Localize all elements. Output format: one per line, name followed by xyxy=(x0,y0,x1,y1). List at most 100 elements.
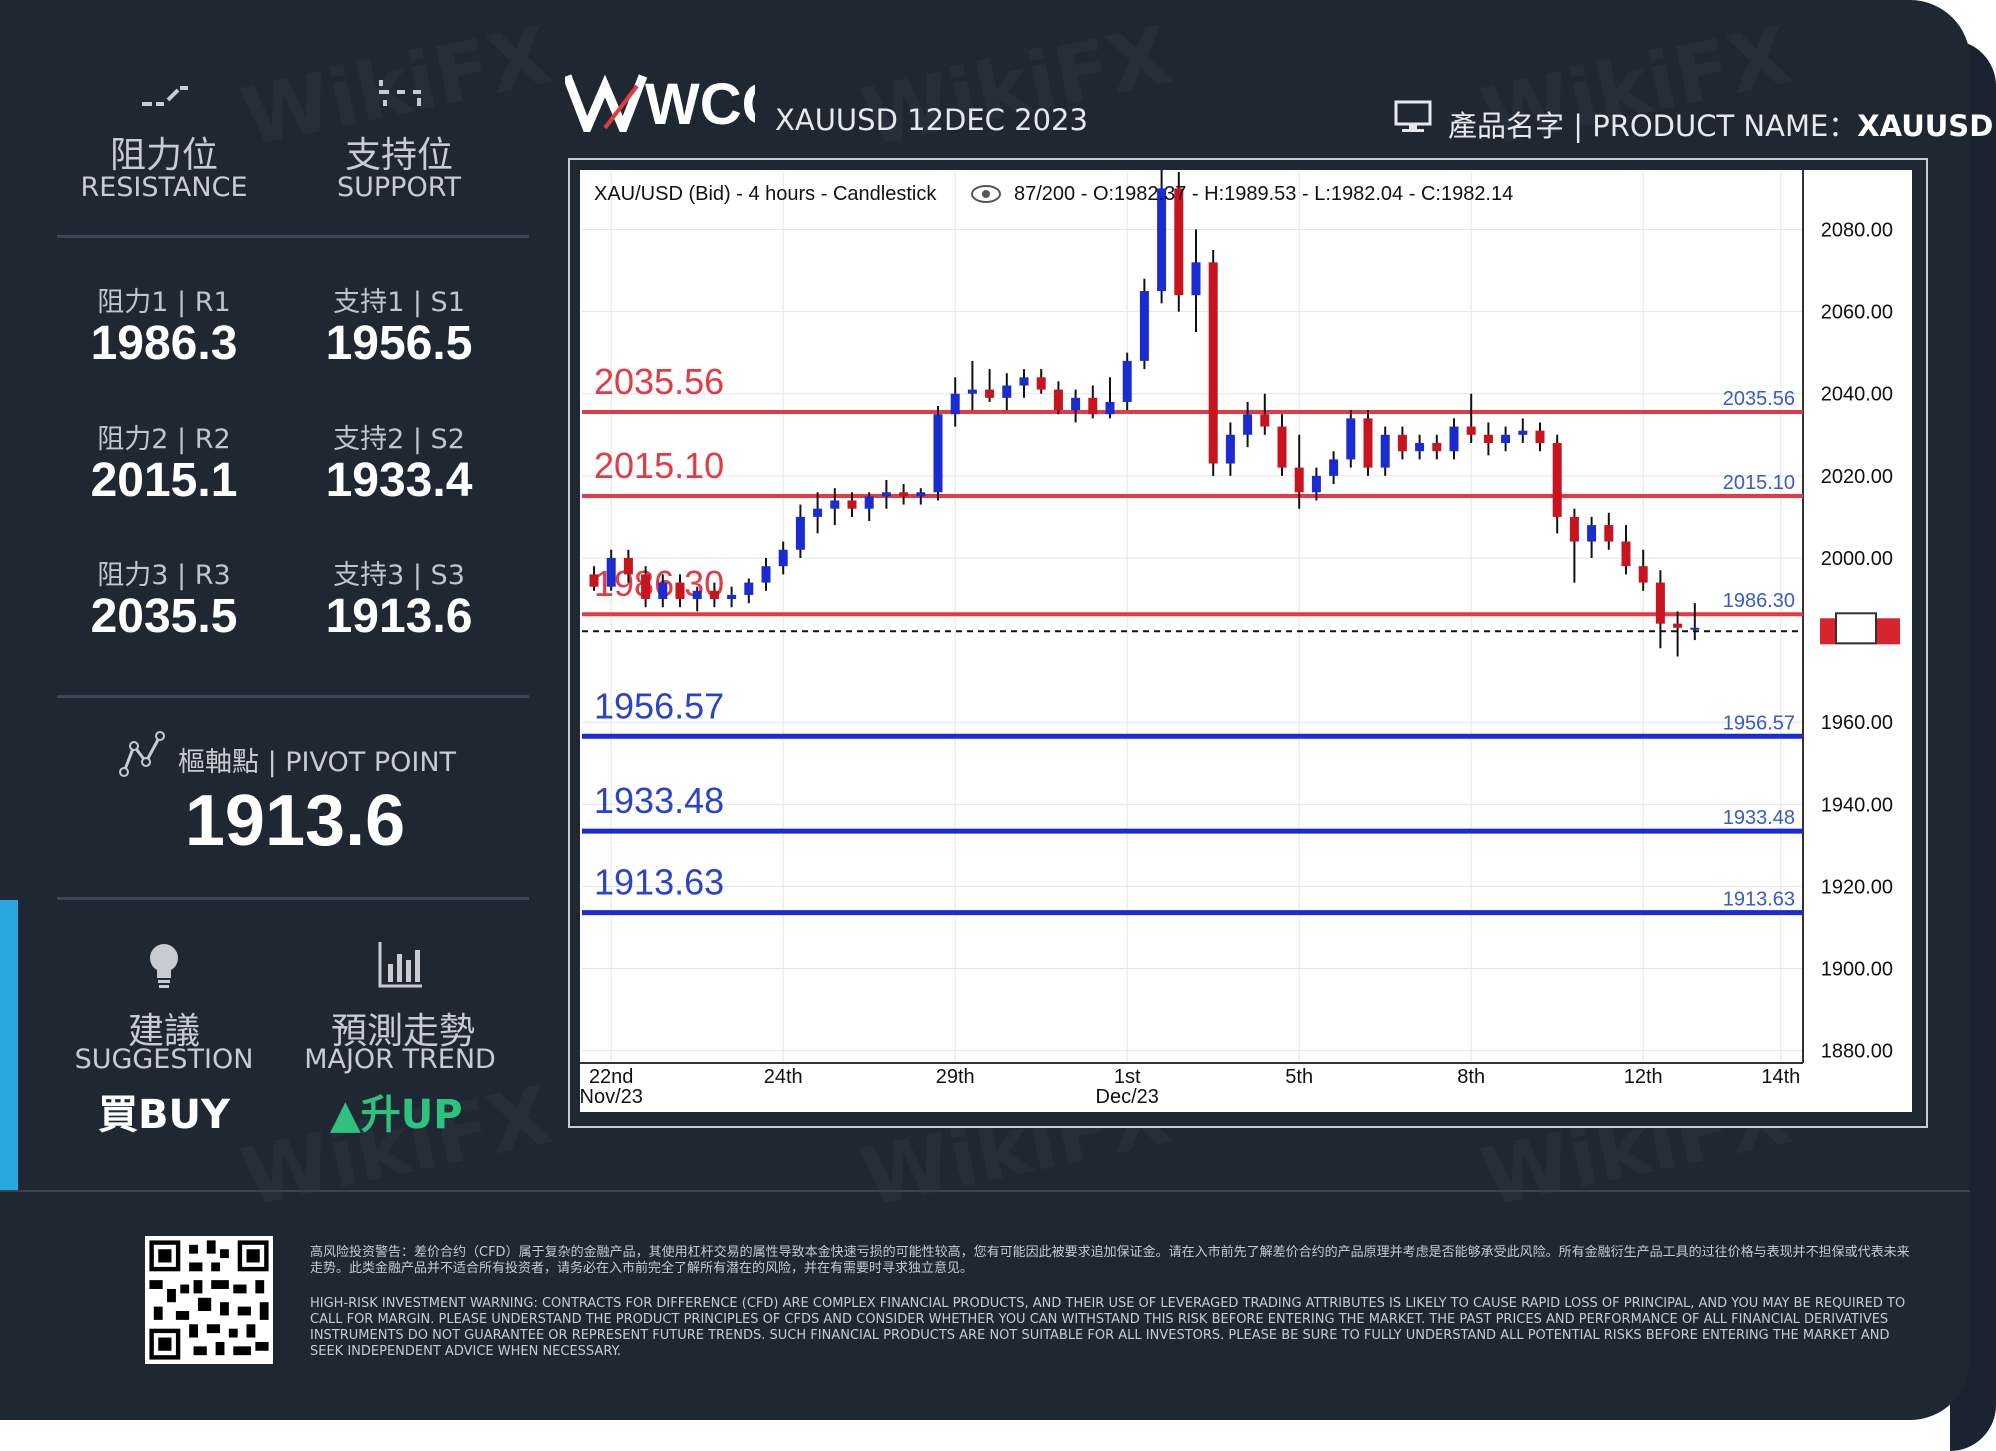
candle-body xyxy=(1174,188,1184,296)
candle-body xyxy=(1363,418,1373,468)
candle-body xyxy=(1225,434,1235,464)
x-tick-label: 14th xyxy=(1761,1066,1800,1088)
suggestion-label-en: SUGGESTION xyxy=(74,1044,254,1075)
candle-body xyxy=(1071,397,1081,411)
candle-body xyxy=(1329,459,1339,476)
y-tick-label: 1900.00 xyxy=(1821,959,1893,981)
candle-body xyxy=(1243,414,1253,435)
candle-body xyxy=(1105,401,1115,415)
chart-panel: 2035.562035.562015.102015.101986.301986.… xyxy=(580,167,1912,1112)
y-tick-label: 1960.00 xyxy=(1821,712,1893,734)
candle-body xyxy=(1569,516,1579,542)
candle-body xyxy=(778,549,788,567)
candle-body xyxy=(641,574,651,600)
candle-body xyxy=(1053,389,1063,411)
r1-value: 1986.3 xyxy=(90,317,238,370)
s3-value: 1913.6 xyxy=(325,590,473,643)
pivot-label: 樞軸點 | PIVOT POINT xyxy=(178,747,457,778)
candle-body xyxy=(1621,541,1631,567)
candle-body xyxy=(727,594,737,600)
candle-body xyxy=(967,389,977,394)
candle-body xyxy=(813,508,823,517)
logo-text: WCG xyxy=(645,72,755,132)
support-label-en: SUPPORT xyxy=(336,172,461,203)
trend-value: 升UP xyxy=(360,1092,463,1138)
candle-body xyxy=(1036,377,1046,390)
candle-body xyxy=(1535,430,1545,443)
page-title: XAUUSD 12DEC 2023 xyxy=(775,103,1088,137)
s2-label: 支持2 | S2 xyxy=(333,424,465,455)
candle-body xyxy=(1673,623,1683,628)
divider xyxy=(57,235,529,238)
candle-body xyxy=(1157,188,1167,292)
x-tick-label: 12th xyxy=(1624,1066,1663,1088)
candle-body xyxy=(692,590,702,600)
level-label-right: 1933.48 xyxy=(1723,807,1795,829)
y-tick-label: 2000.00 xyxy=(1821,548,1893,570)
candle-body xyxy=(1019,377,1029,386)
resistance-label-zh: 阻力位 xyxy=(109,135,218,176)
s1-label: 支持1 | S1 xyxy=(333,287,465,318)
y-tick-label: 2060.00 xyxy=(1821,302,1893,324)
level-label-right: 1986.30 xyxy=(1723,590,1795,612)
candle-body xyxy=(1380,434,1390,468)
level-label-left: 1956.57 xyxy=(594,685,724,726)
candle-body xyxy=(606,557,616,587)
s2-value: 1933.4 xyxy=(325,454,473,507)
resistance-label-en: RESISTANCE xyxy=(80,172,248,203)
divider xyxy=(57,695,529,698)
y-tick-label: 1920.00 xyxy=(1821,876,1893,898)
support-icon xyxy=(379,80,421,106)
level-label-left: 1933.48 xyxy=(594,780,724,821)
candle-body xyxy=(950,393,960,415)
level-label-right: 2035.56 xyxy=(1723,388,1795,410)
x-tick-label: 1st xyxy=(1114,1066,1141,1088)
s1-value: 1956.5 xyxy=(325,317,473,370)
candle-body xyxy=(847,500,857,509)
candle-body xyxy=(709,590,719,600)
candle-body xyxy=(864,496,874,509)
x-tick-label: 29th xyxy=(936,1066,975,1088)
candle-body xyxy=(830,500,840,509)
candle-body xyxy=(1655,582,1665,624)
y-tick-label: 2080.00 xyxy=(1821,219,1893,241)
product-label: 產品名字 | PRODUCT NAME： xyxy=(1448,109,1858,143)
product-name: 產品名字 | PRODUCT NAME：XAUUSD xyxy=(1448,103,1993,145)
bar-chart-icon xyxy=(378,942,422,988)
chart-header: XAU/USD (Bid) - 4 hours - Candlestick xyxy=(594,183,937,205)
candle-body xyxy=(589,574,599,587)
r3-value: 2035.5 xyxy=(90,590,238,643)
candle-body xyxy=(1260,414,1270,427)
level-label-left: 2015.10 xyxy=(594,445,724,486)
candlestick-chart: 2035.562035.562015.102015.101986.301986.… xyxy=(580,167,1900,1108)
y-tick-label: 2020.00 xyxy=(1821,466,1893,488)
y-tick-label: 1880.00 xyxy=(1821,1041,1893,1063)
candle-body xyxy=(675,582,685,600)
candle-body xyxy=(1690,627,1700,630)
pivot-icon xyxy=(119,731,165,777)
candle-body xyxy=(761,566,771,583)
up-arrow-icon: ▲ xyxy=(330,1092,361,1138)
x-tick-label: 24th xyxy=(764,1066,803,1088)
s3-label: 支持3 | S3 xyxy=(333,560,465,591)
r3-label: 阻力3 | R3 xyxy=(97,560,231,591)
candle-body xyxy=(1415,442,1425,452)
level-label-left: 2035.56 xyxy=(594,361,724,402)
pivot-value: 1913.6 xyxy=(184,781,406,861)
product-value: XAUUSD xyxy=(1857,109,1994,143)
price-handle-icon xyxy=(1835,612,1877,645)
disclaimer-zh: 高风险投资警告：差价合约（CFD）属于复杂的金融产品，其使用杠杆交易的属性导致本… xyxy=(310,1245,1910,1276)
level-label-left: 1913.63 xyxy=(594,862,724,903)
candle-body xyxy=(985,389,995,398)
candle-body xyxy=(881,492,891,497)
candle-body xyxy=(1483,434,1493,443)
candle-body xyxy=(1518,430,1528,435)
x-tick-sublabel: Nov/23 xyxy=(580,1086,643,1108)
x-tick-sublabel: Dec/23 xyxy=(1096,1086,1159,1108)
eye-icon xyxy=(971,185,1001,203)
candle-body xyxy=(1397,434,1407,452)
candle-body xyxy=(1587,525,1597,542)
level-label-right: 1913.63 xyxy=(1723,889,1795,911)
candle-body xyxy=(1208,262,1218,464)
r1-label: 阻力1 | R1 xyxy=(97,287,231,318)
